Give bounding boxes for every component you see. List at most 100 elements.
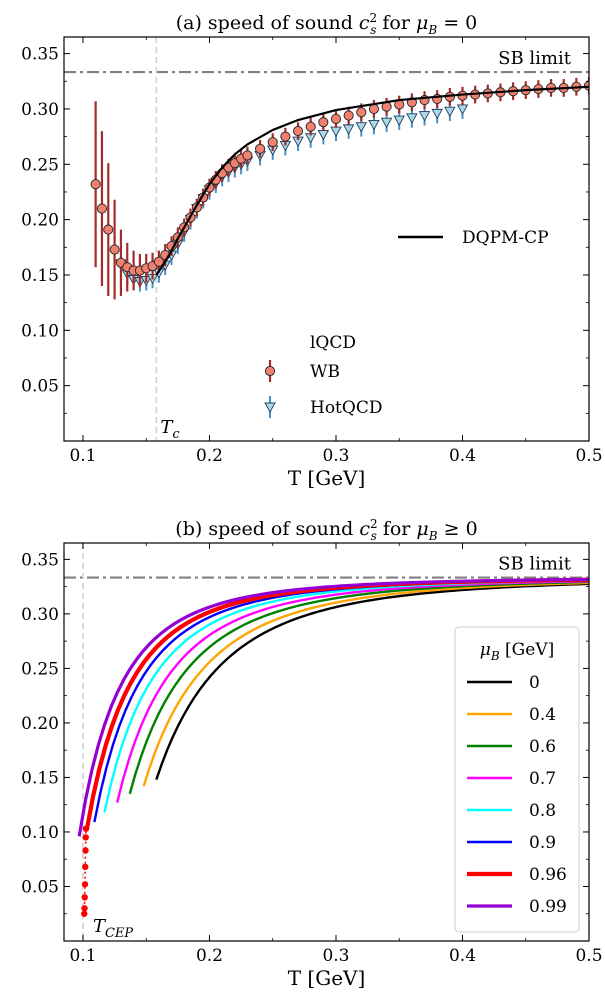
title-text: (b) speed of sound: [175, 518, 359, 540]
cep-dotted-line: [83, 828, 87, 914]
sb-limit-label: SB limit: [498, 554, 572, 575]
cep-point: [82, 834, 89, 841]
y-tick-label: 0.30: [21, 605, 59, 625]
wb-point: [356, 107, 367, 118]
cep-point: [81, 905, 88, 912]
plot-area: [77, 543, 589, 941]
hotqcd-point: [393, 115, 406, 126]
cep-point: [81, 910, 88, 917]
y-tick-label: 0.15: [21, 266, 59, 286]
title-subscript: s: [370, 23, 376, 37]
tcep-label-main: T: [93, 916, 107, 937]
hotqcd-point: [330, 126, 342, 138]
x-tick-label: 0.2: [196, 446, 223, 466]
legend-lqcd-title: lQCD: [310, 333, 356, 353]
dqpm-cp-line: [155, 85, 589, 276]
title-text: for: [377, 518, 417, 540]
x-tick-label: 0.5: [575, 446, 602, 466]
y-tick-label: 0.20: [21, 211, 59, 231]
y-tick-label: 0.10: [21, 823, 59, 843]
wb-point: [318, 117, 329, 128]
hotqcd-point: [380, 117, 393, 129]
legend-title-sub: B: [490, 649, 500, 663]
title-symbol: c: [359, 12, 370, 34]
y-tick-label: 0.35: [21, 45, 59, 65]
legend-hotqcd-label: HotQCD: [310, 398, 382, 418]
x-tick-label: 0.4: [449, 446, 476, 466]
x-tick-label: 0.3: [322, 946, 349, 966]
wb-point: [343, 110, 354, 121]
title-subscript: B: [427, 23, 437, 37]
title-text: = 0: [437, 12, 477, 34]
wb-point: [90, 179, 101, 190]
title-text: (a) speed of sound: [176, 12, 359, 34]
legend-title: μB [GeV]: [480, 640, 554, 663]
y-tick-label: 0.05: [21, 377, 59, 397]
hotqcd-point: [431, 108, 443, 120]
legend-label: 0.6: [529, 737, 556, 757]
cep-point: [82, 825, 90, 832]
sb-limit-label: SB limit: [498, 48, 572, 69]
y-tick-label: 0.20: [21, 714, 59, 734]
cep-point: [82, 863, 89, 871]
legend-label: 0.99: [529, 897, 567, 917]
hotqcd-point: [317, 129, 330, 141]
tc-label-main: T: [160, 417, 174, 438]
legend-title-symbol: μ: [480, 640, 491, 660]
wb-point: [330, 113, 342, 124]
wb-point: [109, 244, 120, 255]
cep-point: [81, 881, 89, 888]
legend-box: [454, 626, 580, 933]
hotqcd-point: [368, 119, 380, 131]
wb-point: [368, 103, 379, 114]
y-tick-label: 0.35: [21, 550, 59, 570]
legend-label: 0.4: [529, 705, 556, 725]
axes-frame: [63, 542, 590, 942]
wb-point: [242, 150, 253, 161]
hotqcd-point: [456, 104, 469, 115]
wb-point: [292, 126, 304, 137]
title-symbol: c: [359, 518, 370, 540]
x-axis-label: T [GeV]: [288, 966, 366, 990]
y-tick-label: 0.25: [21, 155, 59, 175]
tcep-label: TCEP: [93, 916, 133, 941]
legend-hotqcd-marker: [264, 402, 276, 413]
legend-label: 0.7: [529, 769, 556, 789]
wb-point: [103, 224, 114, 235]
legend-wb-label: WB: [310, 362, 340, 382]
y-tick-label: 0.05: [21, 877, 59, 897]
panel-a: (a) speed of sound c2 s for μB = 0SB limi…: [21, 11, 602, 490]
cep-point: [81, 894, 88, 901]
legend-dqpm-label: DQPM-CP: [462, 228, 549, 248]
legend-title-unit: [GeV]: [500, 640, 555, 660]
wb-point: [96, 203, 108, 214]
x-tick-label: 0.5: [575, 946, 602, 966]
wb-point: [305, 121, 316, 132]
hotqcd-point: [444, 106, 456, 118]
wb-point: [267, 137, 278, 148]
wb-point: [280, 131, 291, 142]
panel-b: (b) speed of sound c2 s for μB ≥ 0SB limi…: [21, 517, 602, 990]
title-subscript: s: [371, 529, 377, 543]
y-tick-label: 0.15: [21, 768, 59, 788]
legend-wb-marker: [264, 365, 276, 377]
y-tick-label: 0.30: [21, 100, 59, 120]
chart-title: (b) speed of sound c2 s for μB ≥ 0: [175, 517, 477, 543]
title-symbol: μ: [416, 12, 428, 34]
legend-label: 0.96: [529, 865, 567, 885]
title-text: for: [376, 12, 416, 34]
tc-label: Tc: [160, 417, 180, 442]
title-superscript: 2: [370, 517, 378, 531]
tcep-label-sub: CEP: [105, 926, 133, 941]
x-tick-label: 0.2: [196, 946, 223, 966]
axes-frame: [63, 36, 590, 442]
title-text: ≥ 0: [438, 518, 478, 540]
title-superscript: 2: [370, 11, 378, 25]
tc-label-sub: c: [172, 427, 180, 442]
wb-point: [255, 143, 266, 154]
x-tick-label: 0.1: [69, 446, 96, 466]
y-tick-label: 0.25: [21, 659, 59, 679]
cep-point: [82, 847, 89, 854]
title-symbol: μ: [416, 518, 428, 540]
